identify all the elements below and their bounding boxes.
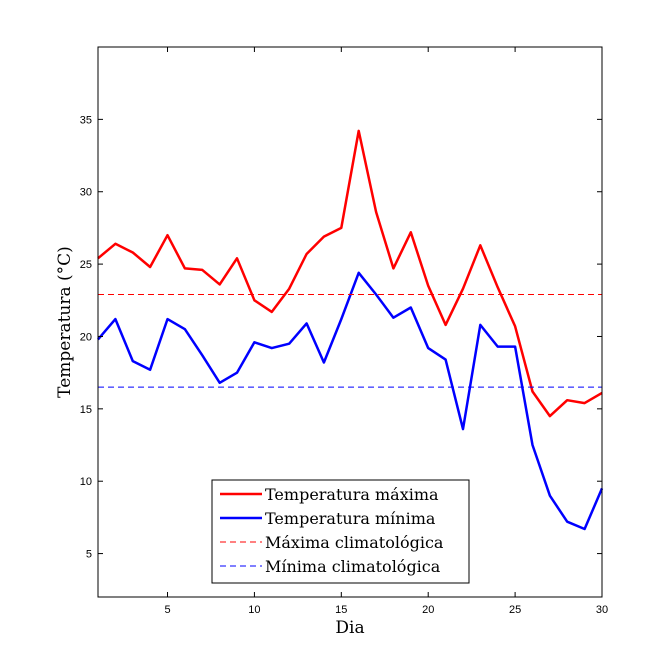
series-line-0 [97, 129, 603, 418]
y-tick-label: 20 [80, 331, 92, 343]
plot-frame [97, 46, 603, 598]
x-tick-label: 20 [422, 604, 434, 616]
legend: Temperatura máxima Temperatura mínima Má… [211, 479, 470, 584]
legend-label-max-clim: Máxima climatológica [265, 533, 444, 552]
y-axis-title: Temperatura (°C) [55, 246, 75, 398]
x-axis-title: Dia [335, 618, 364, 638]
axis-ticks: 5 10 15 20 25 30 5 10 15 20 25 30 35 [80, 47, 608, 616]
y-tick-label: 25 [80, 259, 92, 271]
y-tick-label: 30 [80, 187, 92, 199]
y-tick-label: 15 [80, 404, 92, 416]
y-tick-label: 5 [86, 549, 92, 561]
x-tick-label: 5 [164, 604, 170, 616]
legend-label-max: Temperatura máxima [265, 485, 439, 504]
y-tick-label: 35 [80, 114, 92, 126]
series-line-1 [97, 271, 604, 531]
legend-label-min: Temperatura mínima [265, 509, 436, 528]
y-tick-label: 10 [80, 476, 92, 488]
x-tick-label: 25 [509, 604, 521, 616]
x-tick-label: 10 [248, 604, 260, 616]
x-tick-label: 15 [335, 604, 347, 616]
legend-label-min-clim: Mínima climatológica [265, 557, 441, 576]
series-lines [97, 129, 604, 531]
x-tick-label: 30 [596, 604, 608, 616]
